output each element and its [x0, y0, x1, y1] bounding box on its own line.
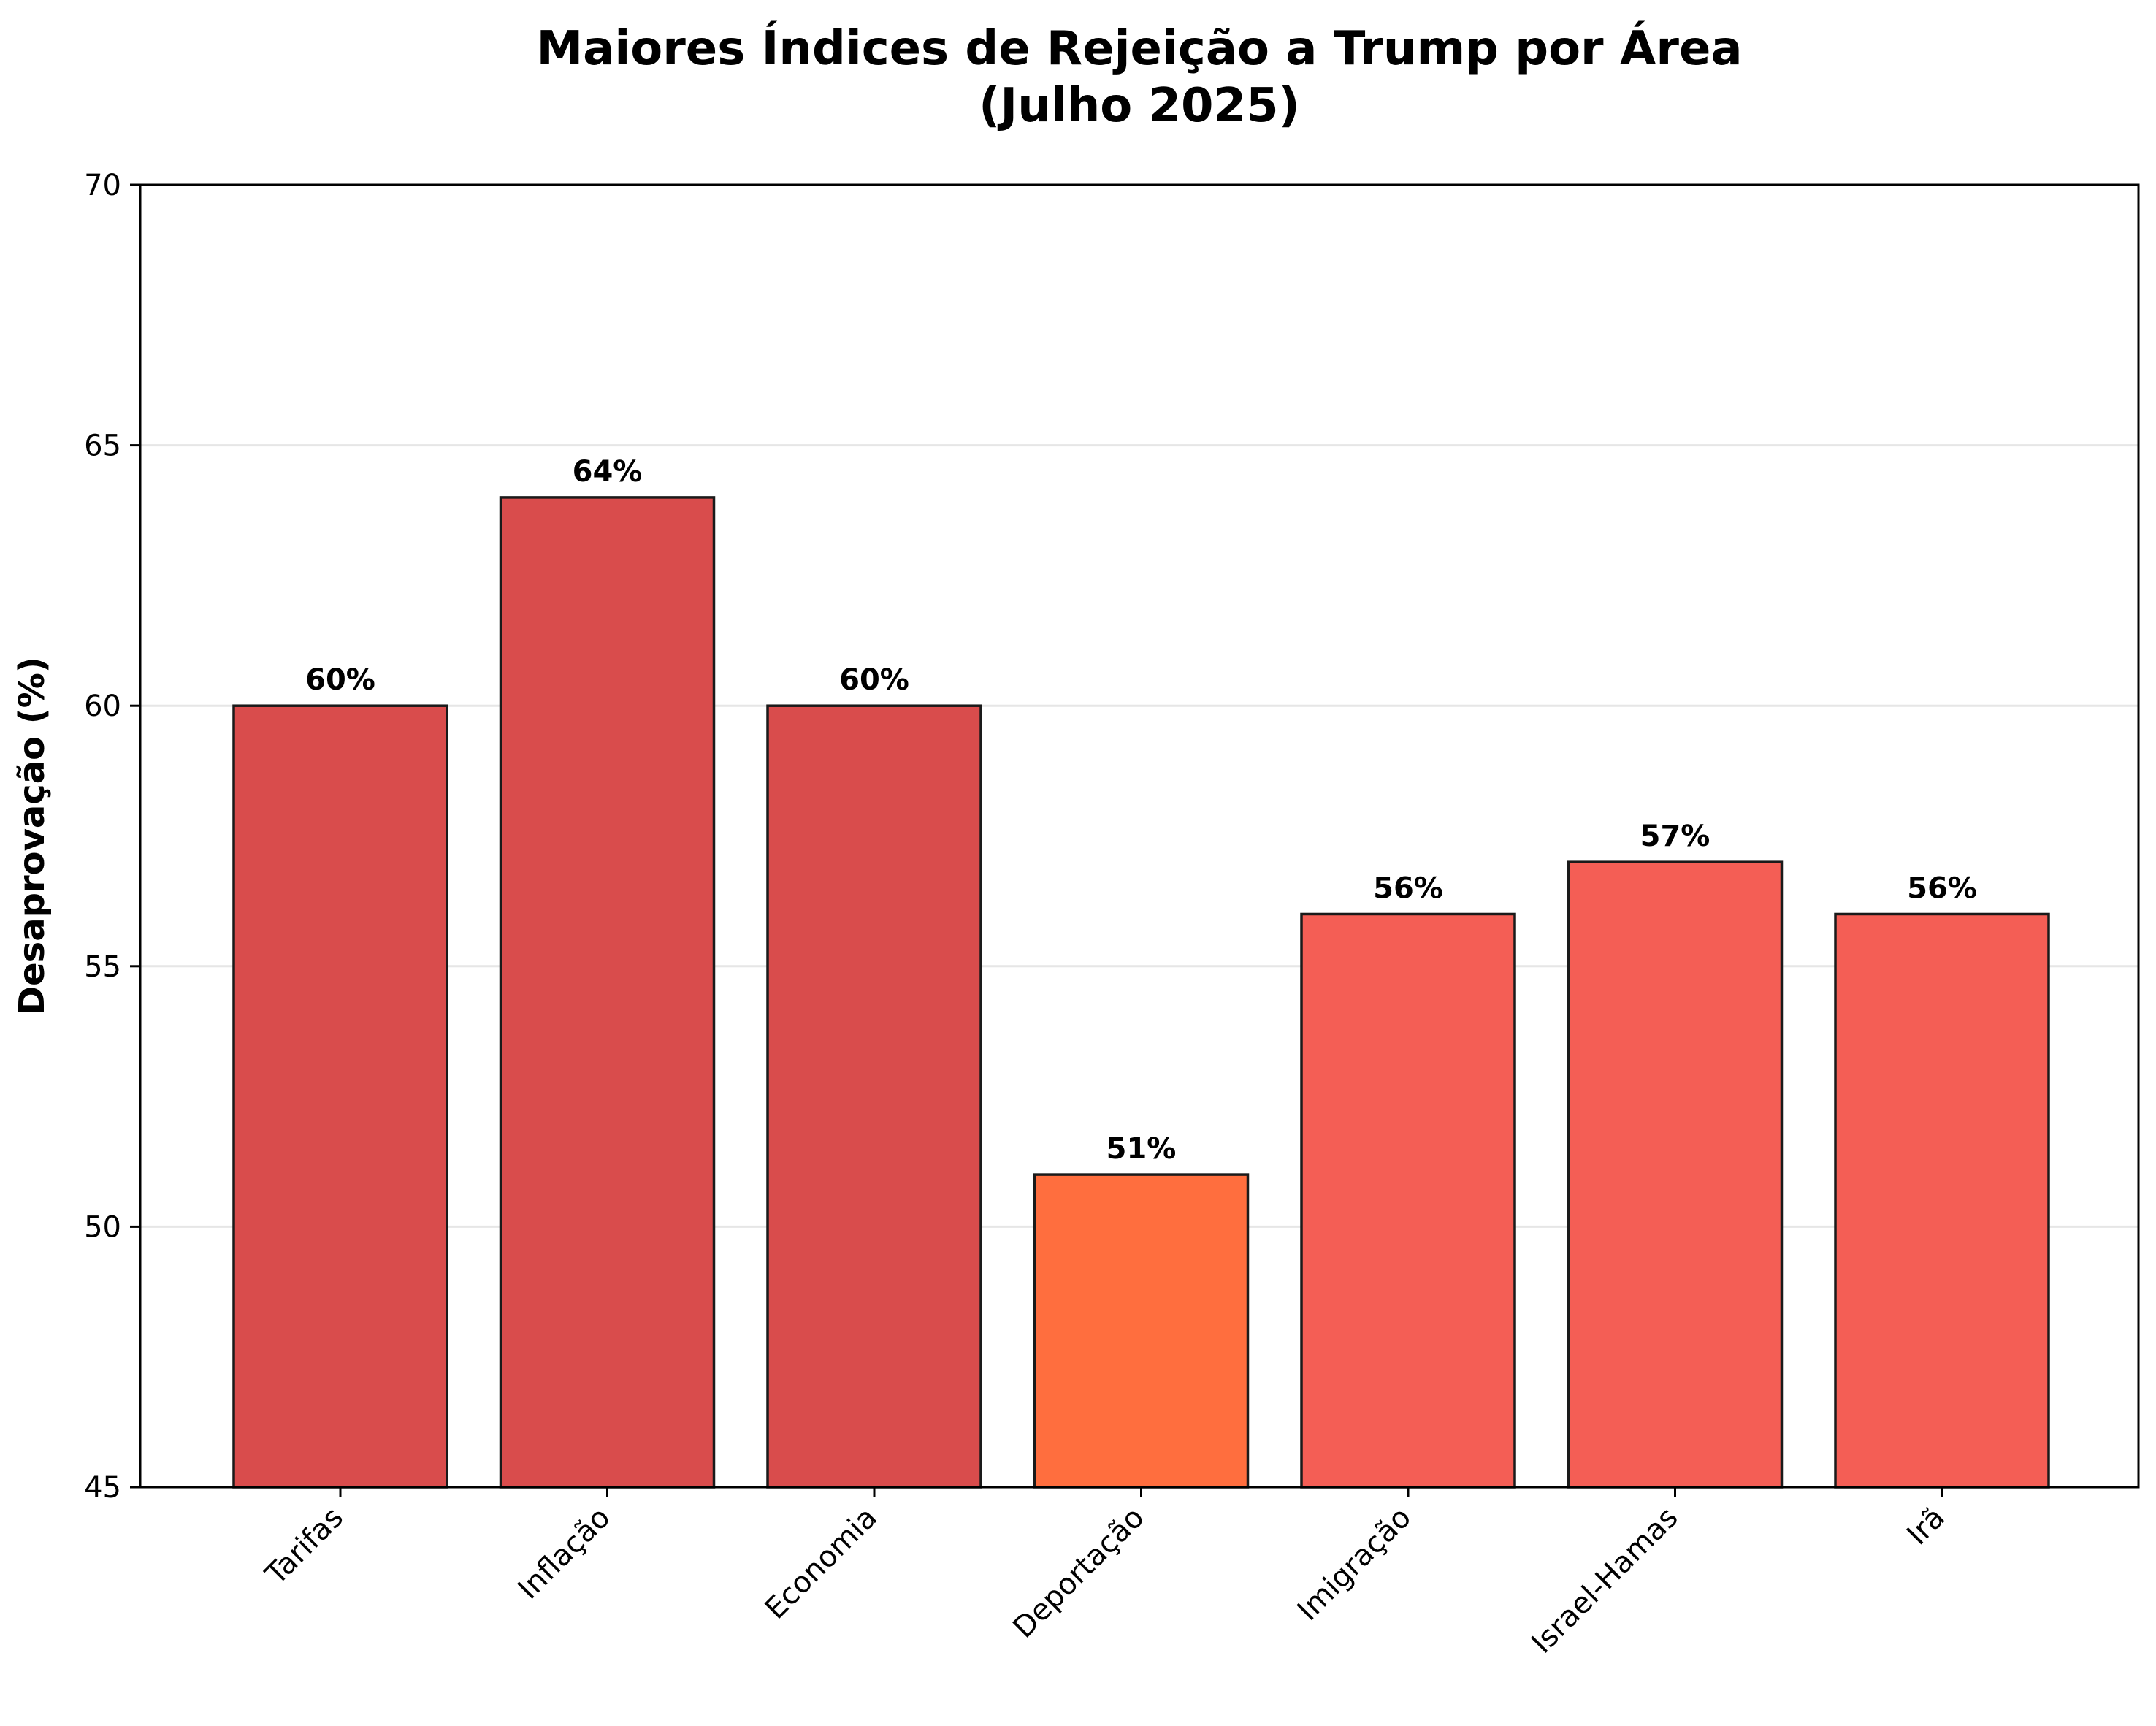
bar-deporta-o — [1033, 1173, 1250, 1489]
bar-value-labels: 60% 64% 60% 51% 56% 57% 56% — [305, 455, 1977, 1166]
bar-israel-hamas — [1567, 860, 1784, 1489]
bar-economia — [766, 704, 982, 1489]
bar-value-label: 51% — [1106, 1132, 1177, 1166]
chart-subtitle: (Julho 2025) — [979, 79, 1300, 133]
gridlines — [140, 444, 2138, 1228]
bar-value-label: 56% — [1373, 871, 1443, 905]
bar-infla-o — [499, 496, 716, 1489]
bar-value-label: 60% — [305, 663, 375, 697]
y-axis-label: Desaprovação (%) — [12, 657, 53, 1015]
y-axis: 45 50 55 60 65 70 — [84, 169, 140, 1505]
bar-value-label: 56% — [1907, 871, 1977, 905]
y-tick-label: 55 — [84, 950, 121, 984]
bar-value-label: 64% — [573, 455, 643, 489]
bar-value-label: 57% — [1640, 820, 1710, 853]
bar-tarifas — [232, 704, 448, 1489]
plot-frame — [139, 183, 2140, 1489]
bar-ir- — [1834, 912, 2050, 1489]
y-tick-label: 60 — [84, 690, 121, 723]
y-tick-label: 65 — [84, 429, 121, 463]
y-tick-label: 45 — [84, 1471, 121, 1505]
bar-value-label: 60% — [839, 663, 909, 697]
bar-imigra-o — [1300, 912, 1516, 1489]
bars — [232, 496, 2050, 1489]
y-tick-label: 70 — [84, 169, 121, 202]
y-tick-label: 50 — [84, 1210, 121, 1244]
chart-title: Maiores Índices de Rejeição a Trump por … — [536, 20, 1742, 76]
